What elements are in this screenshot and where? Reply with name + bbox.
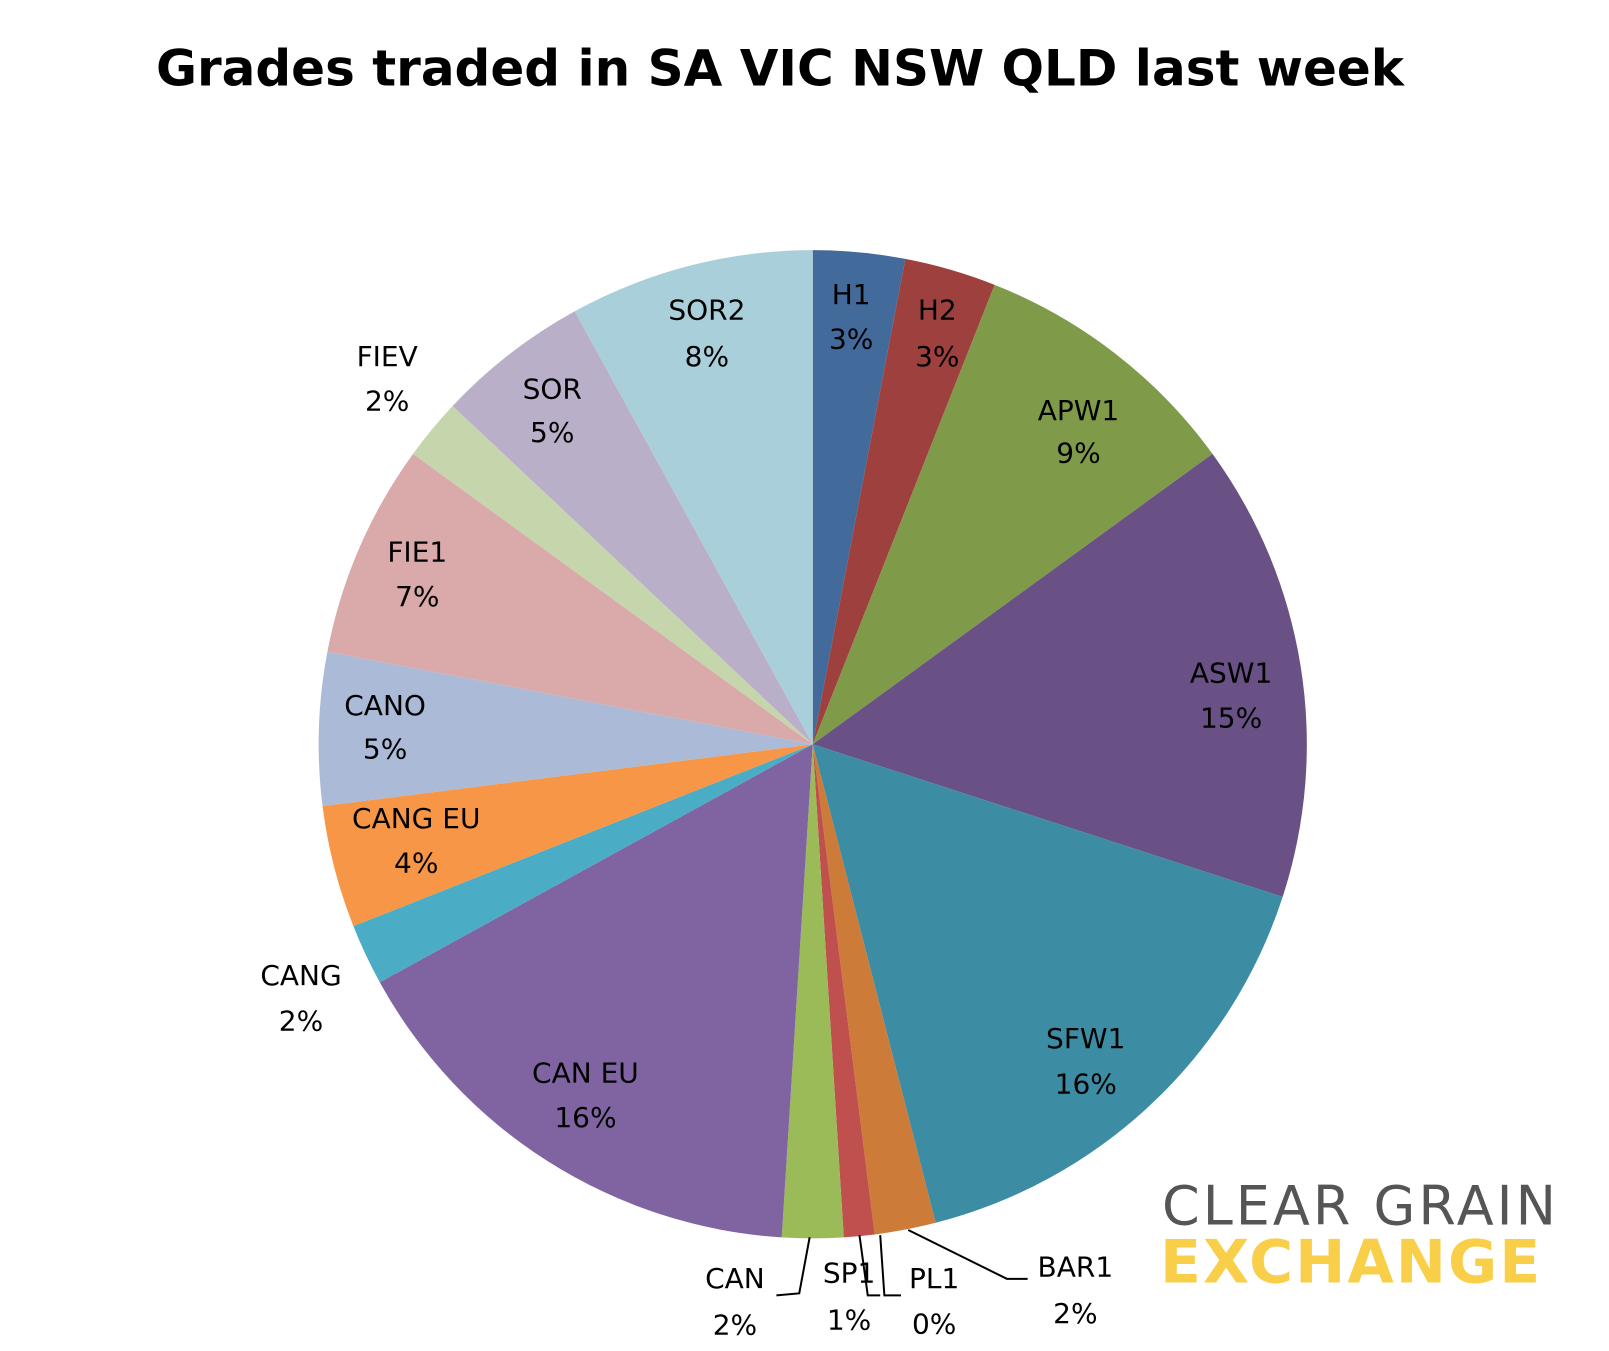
slice-value-label: 9% bbox=[1056, 437, 1100, 470]
pie-slice bbox=[812, 258, 995, 745]
pie-slice bbox=[318, 651, 813, 807]
slice-value-label: 16% bbox=[554, 1101, 616, 1134]
slice-value-label: 1% bbox=[827, 1303, 871, 1336]
pie-slice bbox=[452, 311, 813, 745]
slice-value-label: 16% bbox=[1055, 1068, 1117, 1101]
slice-value-label: 8% bbox=[685, 340, 729, 373]
slice-value-label: 0% bbox=[912, 1308, 956, 1341]
slice-label: CANG bbox=[260, 959, 341, 992]
pie-slice bbox=[812, 744, 1283, 1223]
pie-slice bbox=[379, 744, 813, 1238]
slice-value-label: 2% bbox=[365, 385, 409, 418]
pie-slice bbox=[413, 406, 813, 745]
slice-label: FIE1 bbox=[387, 535, 447, 568]
slice-label: CANG EU bbox=[352, 802, 480, 835]
slice-label: SOR2 bbox=[668, 293, 745, 326]
slice-value-label: 3% bbox=[915, 340, 959, 373]
logo-line1: CLEAR GRAIN bbox=[1162, 1175, 1559, 1238]
slice-value-label: 5% bbox=[363, 732, 407, 765]
slice-label: H1 bbox=[832, 278, 871, 311]
slice-label: CAN EU bbox=[532, 1056, 639, 1089]
logo-line2: EXCHANGE bbox=[1160, 1228, 1542, 1298]
slice-value-label: 2% bbox=[713, 1309, 757, 1342]
leader-line bbox=[879, 1235, 901, 1297]
slice-label: FIEV bbox=[357, 340, 418, 373]
pie-slice bbox=[322, 744, 813, 927]
pie-slice bbox=[327, 453, 813, 745]
pie-slice bbox=[812, 453, 1307, 897]
pie-slice bbox=[781, 744, 844, 1239]
slice-value-label: 4% bbox=[394, 847, 438, 880]
slice-value-label: 15% bbox=[1200, 701, 1262, 734]
slice-label: SOR bbox=[523, 372, 582, 405]
slice-label: H2 bbox=[918, 293, 957, 326]
slice-value-label: 2% bbox=[279, 1004, 323, 1037]
slice-value-label: 5% bbox=[530, 416, 574, 449]
slice-label: CAN bbox=[705, 1262, 765, 1295]
pie-slice bbox=[353, 744, 813, 983]
slice-label: PL1 bbox=[909, 1262, 959, 1295]
slice-label: BAR1 bbox=[1038, 1250, 1114, 1283]
slice-value-label: 3% bbox=[829, 322, 873, 355]
leader-line bbox=[776, 1237, 811, 1297]
slice-label: ASW1 bbox=[1190, 657, 1272, 690]
pie-slice bbox=[812, 250, 906, 745]
slice-label: SP1 bbox=[823, 1257, 875, 1290]
leader-line bbox=[907, 1229, 1028, 1280]
slice-label: CANO bbox=[344, 689, 426, 722]
slice-label: APW1 bbox=[1038, 394, 1120, 427]
pie-slice bbox=[574, 250, 813, 745]
pie-slice bbox=[812, 284, 1213, 745]
chart-title: Grades traded in SA VIC NSW QLD last wee… bbox=[156, 40, 1406, 98]
pie-slice bbox=[812, 744, 875, 1238]
slice-value-label: 7% bbox=[395, 580, 439, 613]
pie-slice bbox=[812, 744, 936, 1235]
leader-line bbox=[858, 1235, 881, 1297]
slice-label: SFW1 bbox=[1046, 1022, 1125, 1055]
slice-value-label: 2% bbox=[1053, 1297, 1097, 1330]
